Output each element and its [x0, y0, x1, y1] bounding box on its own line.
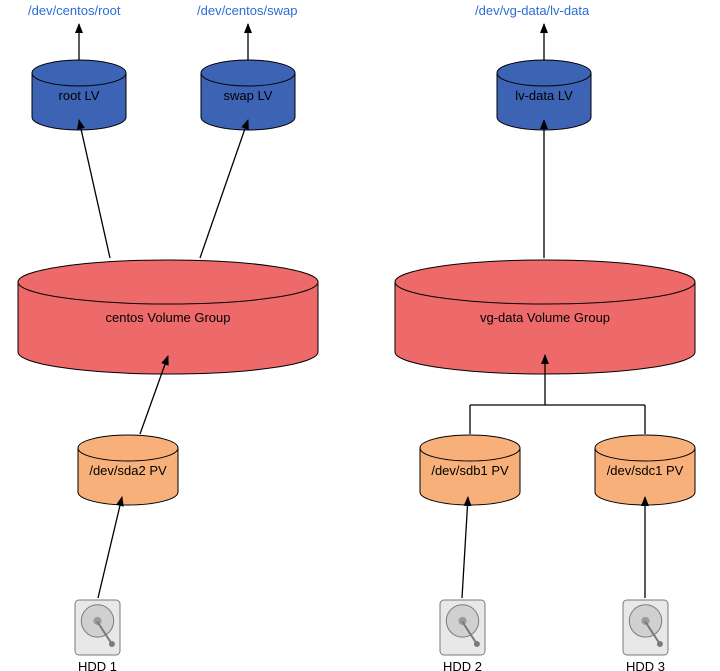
hdd3-label: HDD 3 [626, 659, 665, 671]
lv-swap-label: swap LV [224, 88, 273, 103]
path-label-lvdata: /dev/vg-data/lv-data [475, 3, 590, 18]
arrow-vg-centos-swap [200, 120, 248, 258]
vg-vgdata-label: vg-data Volume Group [480, 310, 610, 325]
pv-sda2-label: /dev/sda2 PV [89, 463, 167, 478]
hdd2-label: HDD 2 [443, 659, 482, 671]
pv-sda2: /dev/sda2 PV [78, 435, 178, 505]
hdd1-label: HDD 1 [78, 659, 117, 671]
lv-lvdata-label: lv-data LV [515, 88, 573, 103]
pv-sdb1: /dev/sdb1 PV [420, 435, 520, 505]
arrow-hdd2-sdb1 [462, 497, 468, 598]
arrow-hdd1-sda2 [98, 497, 122, 598]
vg-centos-label: centos Volume Group [105, 310, 230, 325]
pv-sdc1: /dev/sdc1 PV [595, 435, 695, 505]
lv-root-label: root LV [59, 88, 100, 103]
hdd2: HDD 2 [440, 600, 485, 671]
path-label-swap: /dev/centos/swap [197, 3, 297, 18]
arrow-vg-centos-root [79, 120, 110, 258]
lv-lvdata: lv-data LV [497, 60, 591, 130]
hdd3: HDD 3 [623, 600, 668, 671]
lv-swap: swap LV [201, 60, 295, 130]
path-label-root: /dev/centos/root [28, 3, 121, 18]
pv-sdb1-label: /dev/sdb1 PV [431, 463, 509, 478]
lv-root: root LV [32, 60, 126, 130]
pv-sdc1-label: /dev/sdc1 PV [607, 463, 684, 478]
hdd1: HDD 1 [75, 600, 120, 671]
